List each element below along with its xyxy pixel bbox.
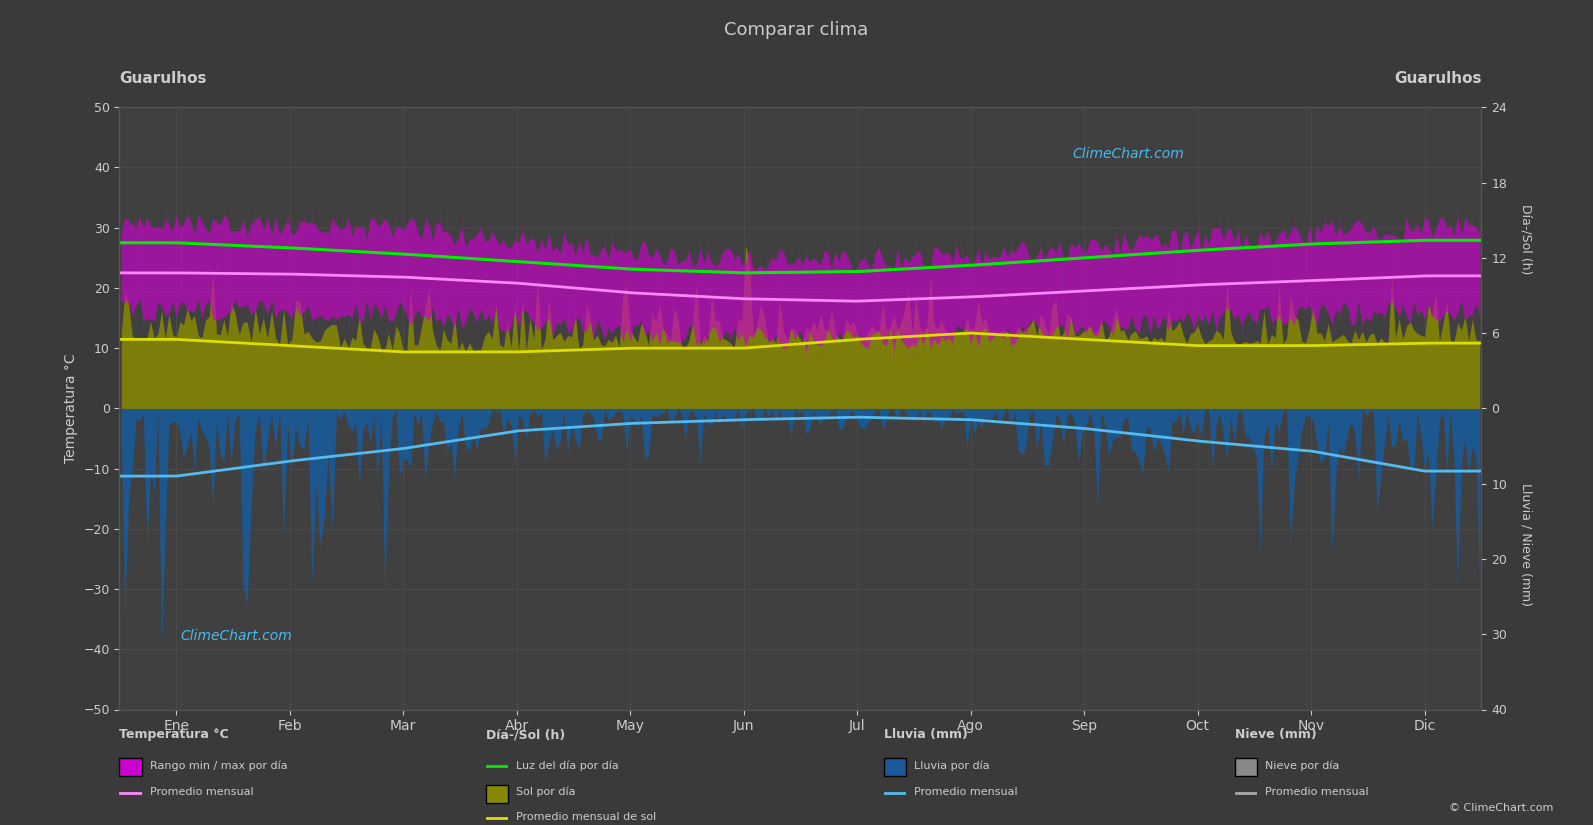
Text: Promedio mensual de sol: Promedio mensual de sol	[516, 812, 656, 822]
Text: Luz del día por día: Luz del día por día	[516, 761, 620, 771]
Text: Promedio mensual: Promedio mensual	[1265, 787, 1368, 797]
Text: Lluvia / Nieve (mm): Lluvia / Nieve (mm)	[1520, 483, 1532, 606]
Text: Nieve por día: Nieve por día	[1265, 761, 1340, 771]
Text: Promedio mensual: Promedio mensual	[914, 787, 1018, 797]
Text: Sol por día: Sol por día	[516, 787, 575, 797]
Text: Promedio mensual: Promedio mensual	[150, 787, 253, 797]
Text: Nieve (mm): Nieve (mm)	[1235, 728, 1316, 742]
Text: Día-/Sol (h): Día-/Sol (h)	[486, 728, 566, 742]
Text: ClimeChart.com: ClimeChart.com	[180, 629, 293, 644]
Text: © ClimeChart.com: © ClimeChart.com	[1448, 803, 1553, 813]
Text: ClimeChart.com: ClimeChart.com	[1074, 148, 1185, 162]
Text: Día-/Sol (h): Día-/Sol (h)	[1520, 204, 1532, 275]
Text: Comparar clima: Comparar clima	[725, 21, 868, 39]
Text: Temperatura °C: Temperatura °C	[119, 728, 229, 742]
Text: Rango min / max por día: Rango min / max por día	[150, 761, 287, 771]
Text: Lluvia (mm): Lluvia (mm)	[884, 728, 969, 742]
Y-axis label: Temperatura °C: Temperatura °C	[64, 354, 78, 463]
Text: Guarulhos: Guarulhos	[119, 71, 207, 86]
Text: Guarulhos: Guarulhos	[1394, 71, 1481, 86]
Text: Lluvia por día: Lluvia por día	[914, 761, 989, 771]
